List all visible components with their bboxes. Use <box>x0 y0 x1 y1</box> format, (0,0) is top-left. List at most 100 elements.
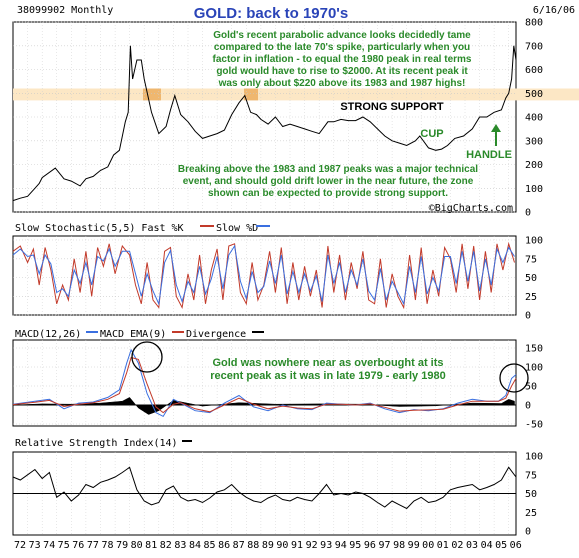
rsi-grid <box>27 452 509 535</box>
year-tick-99: 99 <box>408 540 420 551</box>
year-tick-77: 77 <box>87 540 99 551</box>
year-tick-06: 06 <box>510 540 522 551</box>
intro-line-3: factor in inflation - to equal the 1980 … <box>213 54 472 65</box>
year-tick-92: 92 <box>306 540 318 551</box>
intro-line-1: Gold's recent parabolic advance looks de… <box>213 30 471 41</box>
price-ytick-7: 100 <box>525 184 543 195</box>
price-line <box>12 45 517 202</box>
year-tick-98: 98 <box>393 540 405 551</box>
year-tick-01: 01 <box>437 540 449 551</box>
year-tick-76: 76 <box>72 540 84 551</box>
macd-divergence-label: Divergence <box>186 329 246 340</box>
year-tick-00: 00 <box>422 540 434 551</box>
rsi-ytick-1: 75 <box>525 470 537 481</box>
year-tick-87: 87 <box>233 540 245 551</box>
year-tick-93: 93 <box>320 540 332 551</box>
support-zone-band <box>13 88 579 101</box>
stochastic-k-line <box>12 241 515 310</box>
rsi-ytick-2: 50 <box>525 489 537 500</box>
price-ytick-3: 500 <box>525 89 543 100</box>
year-tick-96: 96 <box>364 540 376 551</box>
support-zone-layer <box>13 88 579 101</box>
support-zone-1987-marker <box>244 88 258 101</box>
year-tick-72: 72 <box>14 540 26 551</box>
intro-line-2: compared to the late 70's spike, particu… <box>214 42 470 53</box>
rsi-line <box>12 466 517 510</box>
year-tick-82: 82 <box>160 540 172 551</box>
strong-support-label: STRONG SUPPORT <box>340 101 444 113</box>
year-tick-83: 83 <box>174 540 186 551</box>
macd-divergence-area <box>12 397 515 415</box>
year-tick-95: 95 <box>349 540 361 551</box>
intro-line-5: was only about $220 above its 1983 and 1… <box>218 78 466 89</box>
year-tick-97: 97 <box>378 540 390 551</box>
macd-ytick-1: 100 <box>525 363 543 374</box>
price-ytick-5: 300 <box>525 136 543 147</box>
stochastic-d-swatch <box>256 225 270 227</box>
rsi-y-ticks: 100 75 50 25 0 <box>525 452 543 538</box>
cup-label: CUP <box>420 128 443 140</box>
support-zone-1983-marker <box>143 88 161 101</box>
macd-ytick-4: -50 <box>525 420 543 431</box>
macd-2006-peak-circle <box>499 363 529 393</box>
macd-swatch <box>86 331 98 333</box>
stochastic-series-layer <box>12 241 515 310</box>
chart-id-label: 38099902 Monthly <box>17 5 113 16</box>
year-tick-74: 74 <box>43 540 55 551</box>
year-x-ticks: 72 73 74 75 76 77 78 79 80 81 82 83 84 85 86 87 88 89 90 91… <box>14 540 522 551</box>
chart-date-label: 6/16/06 <box>533 5 575 16</box>
rsi-swatch <box>182 440 192 442</box>
year-tick-84: 84 <box>189 540 201 551</box>
chart-title: GOLD: back to 1970's <box>194 5 348 22</box>
macd-panel-frame <box>12 339 517 427</box>
rsi-ytick-0: 100 <box>525 452 543 463</box>
breakout-line-2: event, and should gold drift lower in th… <box>183 176 474 187</box>
macd-y-ticks: 150 100 50 0 -50 <box>525 344 543 431</box>
macd-divergence-swatch <box>252 331 264 333</box>
year-tick-91: 91 <box>291 540 303 551</box>
macd-label: MACD(12,26) <box>15 329 81 340</box>
year-tick-89: 89 <box>262 540 274 551</box>
price-ytick-0: 800 <box>525 18 543 29</box>
price-ytick-2: 600 <box>525 65 543 76</box>
year-tick-05: 05 <box>495 540 507 551</box>
price-ytick-8: 0 <box>525 208 531 219</box>
year-tick-81: 81 <box>145 540 157 551</box>
stochastic-label: Slow Stochastic(5,5) Fast %K <box>15 223 184 234</box>
price-ytick-4: 400 <box>525 113 543 124</box>
stochastic-ytick-2: 50 <box>525 273 537 284</box>
year-tick-79: 79 <box>116 540 128 551</box>
year-tick-80: 80 <box>131 540 143 551</box>
year-tick-86: 86 <box>218 540 230 551</box>
year-tick-94: 94 <box>335 540 347 551</box>
year-tick-03: 03 <box>466 540 478 551</box>
year-tick-85: 85 <box>203 540 215 551</box>
price-series-layer <box>12 45 517 202</box>
year-tick-78: 78 <box>101 540 113 551</box>
price-ytick-6: 200 <box>525 160 543 171</box>
handle-label: HANDLE <box>466 149 512 161</box>
macd-1980-peak-circle <box>131 341 163 373</box>
stochastic-ytick-3: 25 <box>525 292 537 303</box>
intro-line-4: gold would have to rise to $2000. At its… <box>216 66 468 77</box>
price-ytick-1: 700 <box>525 41 543 52</box>
stochastic-ytick-0: 100 <box>525 236 543 247</box>
year-tick-88: 88 <box>247 540 259 551</box>
stochastic-ytick-4: 0 <box>525 311 531 322</box>
macd-note-line-2: recent peak as it was in late 1979 - ear… <box>210 370 445 382</box>
year-tick-02: 02 <box>451 540 463 551</box>
macd-ema-label: MACD EMA(9) <box>100 329 166 340</box>
year-tick-90: 90 <box>276 540 288 551</box>
breakout-line-3: shown can be expected to provide strong … <box>208 188 448 199</box>
rsi-series-layer <box>12 466 517 510</box>
macd-ytick-0: 150 <box>525 344 543 355</box>
year-tick-73: 73 <box>29 540 41 551</box>
rsi-label: Relative Strength Index(14) <box>15 438 178 449</box>
macd-note-line-1: Gold was nowhere near as overbought at i… <box>212 357 443 369</box>
stochastic-d-label: Slow %D <box>216 223 258 234</box>
macd-line <box>12 348 517 418</box>
price-y-ticks: 800 700 600 500 400 300 200 100 0 <box>525 18 543 219</box>
year-tick-04: 04 <box>481 540 493 551</box>
